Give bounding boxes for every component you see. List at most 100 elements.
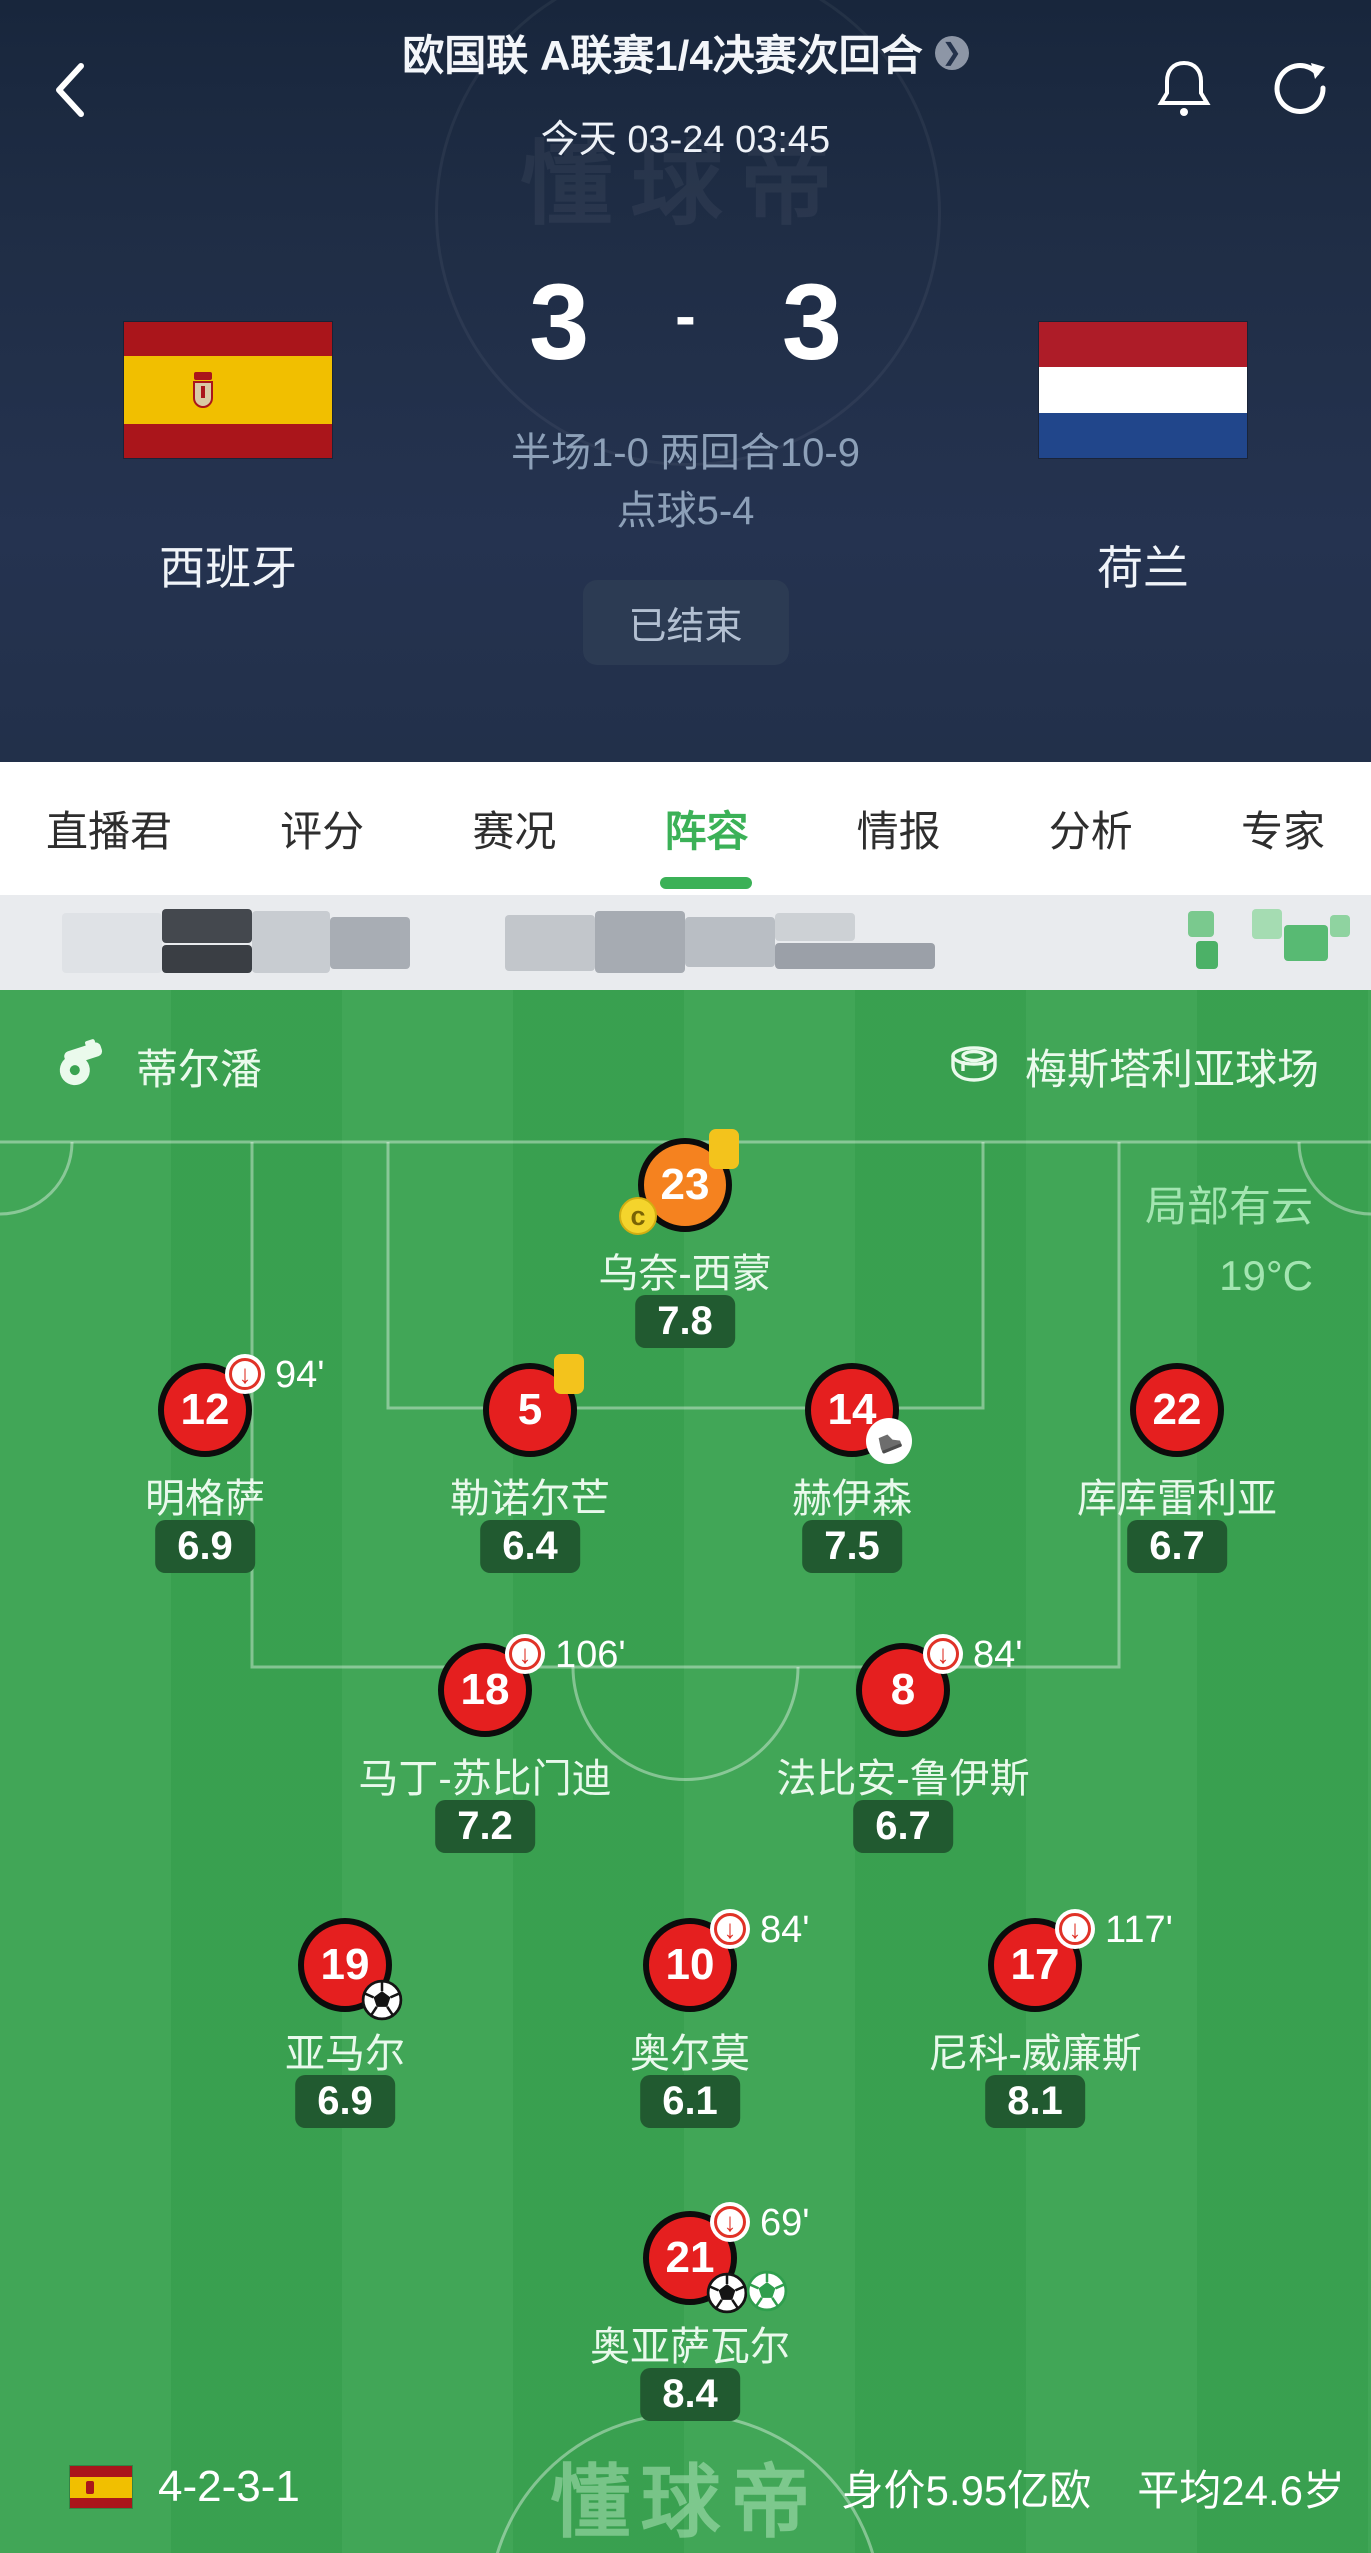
referee-name: 蒂尔潘 <box>136 1045 263 1093</box>
player-number: 12 <box>180 1385 230 1434</box>
score-detail-line1: 半场1-0 两回合10-9 <box>511 431 860 475</box>
player-number: 5 <box>517 1385 543 1434</box>
tab-2[interactable]: 评分 <box>280 808 365 855</box>
yellow-card-badge <box>709 1129 739 1169</box>
player-rating: 6.9 <box>295 2075 395 2128</box>
squad-stats: 身价5.95亿欧 平均24.6岁 <box>842 2457 1346 2518</box>
formation-team-flag <box>70 2466 132 2508</box>
sub-off-icon: ↓ <box>225 1354 265 1394</box>
pitch-section: 蒂尔潘 梅斯塔利亚球场 局部有云 19°C 23 c 乌奈-西蒙 7.8 12 ↓ <box>0 990 1371 2553</box>
page-title: 欧国联 A联赛1/4决赛次回合 <box>402 32 923 79</box>
player-name: 亚马尔 <box>285 2032 405 2076</box>
player-name: 奥亚萨瓦尔 <box>590 2325 790 2369</box>
tab-5[interactable]: 情报 <box>856 808 941 855</box>
player-rating: 6.7 <box>853 1800 953 1853</box>
player-rating: 7.2 <box>435 1800 535 1853</box>
sub-off-minute: 94' <box>275 1354 325 1396</box>
market-value: 身价5.95亿欧 <box>841 2466 1092 2514</box>
sub-off-minute: 106' <box>555 1634 626 1676</box>
back-button[interactable] <box>38 58 102 122</box>
player-name: 勒诺尔芒 <box>450 1477 610 1521</box>
weather-temperature: 19°C <box>1219 1252 1313 1300</box>
tab-1[interactable]: 直播君 <box>46 808 173 855</box>
player-name: 明格萨 <box>145 1477 265 1521</box>
blurred-banner[interactable] <box>0 895 1371 990</box>
blurred-block <box>595 911 685 973</box>
referee-group: 蒂尔潘 <box>52 1036 262 1097</box>
blurred-block <box>162 909 252 943</box>
player-name: 法比安-鲁伊斯 <box>776 1757 1030 1801</box>
sub-off-icon: ↓ <box>505 1634 545 1674</box>
player-circle[interactable]: 17 <box>988 1918 1082 2012</box>
player-number: 8 <box>890 1665 916 1714</box>
sub-off-minute: 84' <box>973 1634 1023 1676</box>
venue-name: 梅斯塔利亚球场 <box>1024 1045 1319 1093</box>
blurred-block <box>252 911 330 973</box>
home-score: 3 <box>529 261 590 382</box>
tab-4[interactable]: 阵容 <box>660 762 753 895</box>
tab-7[interactable]: 专家 <box>1240 808 1325 855</box>
sub-off-icon: ↓ <box>710 1909 750 1949</box>
tab-bar: 直播君 评分 赛况 阵容 情报 分析 专家 <box>0 762 1371 895</box>
tab-3[interactable]: 赛况 <box>472 808 557 855</box>
goal-ball-icon <box>361 1979 403 2021</box>
player-name: 库库雷利亚 <box>1077 1477 1277 1521</box>
player-rating: 7.8 <box>635 1295 735 1348</box>
player-circle[interactable]: 22 <box>1130 1363 1224 1457</box>
blurred-block <box>1252 909 1282 939</box>
back-arrow-icon <box>56 63 84 117</box>
score-detail-line2: 点球5-4 <box>616 489 755 533</box>
blurred-block <box>775 913 855 941</box>
penalty-ball-badge <box>746 2270 788 2312</box>
bell-icon <box>1157 60 1211 116</box>
player-name: 赫伊森 <box>792 1477 912 1521</box>
blurred-block <box>505 915 595 971</box>
average-age: 平均24.6岁 <box>1137 2466 1345 2514</box>
sub-off-icon: ↓ <box>923 1634 963 1674</box>
player-number: 22 <box>1152 1385 1202 1434</box>
blurred-block <box>330 917 410 969</box>
sub-off-minute: 117' <box>1105 1909 1173 1951</box>
player-number: 10 <box>665 1940 715 1989</box>
formation-group: 4-2-3-1 <box>70 2462 300 2512</box>
tab-6[interactable]: 分析 <box>1048 808 1133 855</box>
player-circle[interactable]: 5 <box>483 1363 577 1457</box>
goal-ball-icon <box>706 2272 748 2314</box>
player-circle[interactable]: 12 <box>158 1363 252 1457</box>
score-row: 3 - 3 <box>0 268 1371 376</box>
goal-ball-badge <box>361 1979 403 2021</box>
blurred-block <box>685 917 775 967</box>
blurred-block <box>1330 915 1350 937</box>
player-rating: 8.4 <box>640 2368 740 2421</box>
blurred-block <box>1188 911 1214 937</box>
player-number: 23 <box>660 1160 710 1209</box>
away-team-flag <box>1039 322 1247 458</box>
refresh-button[interactable] <box>1268 56 1332 120</box>
whistle-icon <box>59 1039 103 1086</box>
away-score: 3 <box>781 261 842 382</box>
player-number: 18 <box>460 1665 510 1714</box>
player-name: 马丁-苏比门迪 <box>358 1757 612 1801</box>
assist-badge <box>866 1418 912 1464</box>
player-number: 21 <box>665 2233 715 2282</box>
player-number: 17 <box>1010 1940 1060 1989</box>
match-info-bar: 蒂尔潘 梅斯塔利亚球场 <box>0 990 1371 1142</box>
blurred-block <box>1284 925 1328 961</box>
yellow-card-badge <box>554 1354 584 1394</box>
sub-off-icon: ↓ <box>1055 1909 1095 1949</box>
sub-off-icon: ↓ <box>710 2202 750 2242</box>
home-team-name: 西班牙 <box>159 542 297 594</box>
header-title-row: 欧国联 A联赛1/4决赛次回合 ❯ <box>0 22 1371 83</box>
title-chevron-badge[interactable]: ❯ <box>934 35 969 70</box>
venue-group: 梅斯塔利亚球场 <box>945 1036 1319 1097</box>
player-rating: 6.1 <box>640 2075 740 2128</box>
player-rating: 7.5 <box>802 1520 902 1573</box>
blurred-block <box>775 943 935 969</box>
match-status-badge: 已结束 <box>582 580 789 665</box>
player-rating: 8.1 <box>985 2075 1085 2128</box>
blurred-block <box>1196 941 1218 969</box>
sub-off-minute: 69' <box>760 2202 810 2244</box>
active-tab-underline <box>660 877 753 889</box>
header-watermark-text: 懂球帝 <box>520 134 851 236</box>
notification-button[interactable] <box>1152 56 1216 120</box>
